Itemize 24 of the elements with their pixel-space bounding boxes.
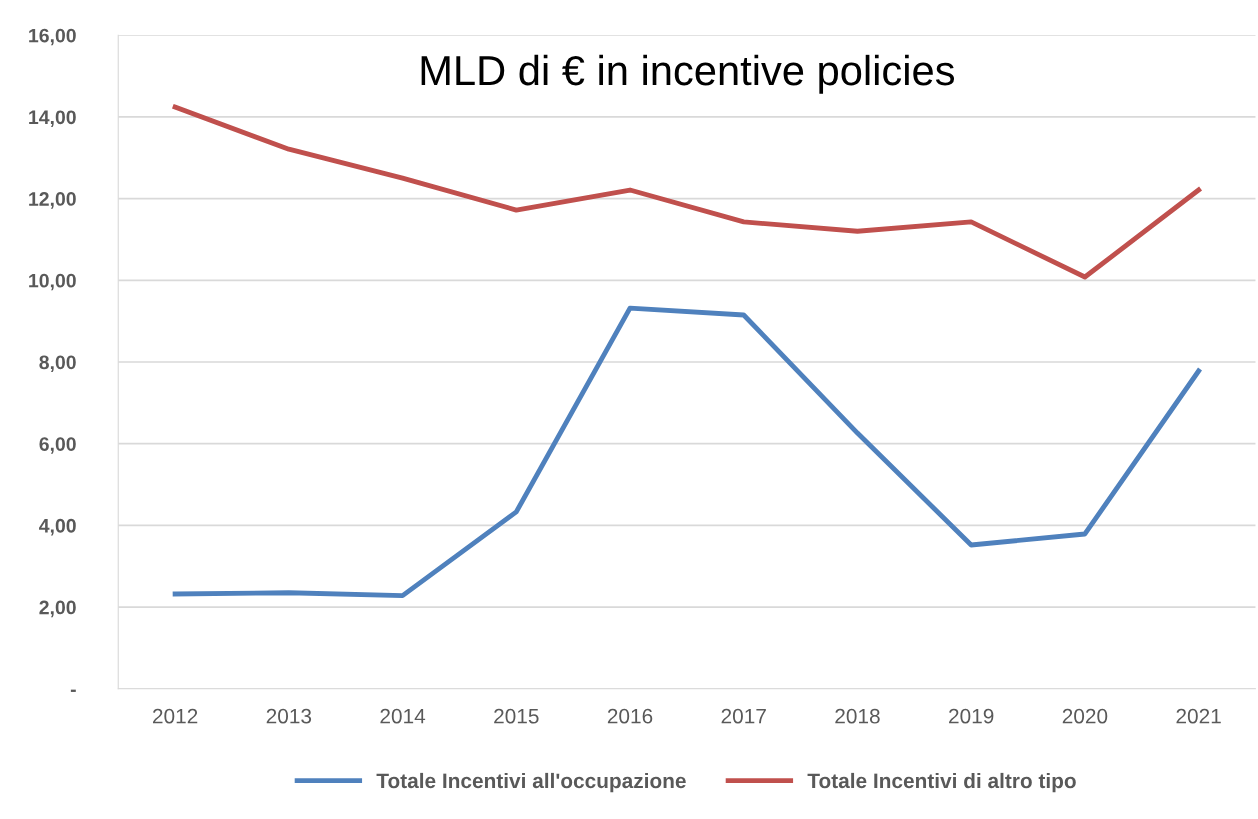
line-series: [172, 104, 1202, 280]
x-tick-label: 2013: [266, 708, 312, 724]
y-tick-label: 8,00: [39, 355, 76, 373]
x-tick-label: 2017: [721, 708, 766, 724]
y-tick-label: 14,00: [29, 110, 76, 127]
y-tick-label: 6,00: [39, 437, 76, 454]
y-tick-label: 16,00: [29, 28, 76, 46]
x-tick-label: 2016: [607, 708, 653, 724]
y-tick-label: 2,00: [39, 600, 76, 618]
x-tick-label: 2014: [380, 708, 426, 724]
legend-label: Totale Incentivi di altro tipo: [807, 772, 1076, 793]
x-tick-label: 2012: [152, 708, 198, 724]
y-tick-label: 4,00: [39, 518, 76, 536]
x-tick-label: 2015: [494, 708, 539, 724]
x-tick-label: 2020: [1062, 708, 1108, 724]
chart-title: MLD di € in incentive policies: [421, 54, 955, 94]
x-tick-label: 2021: [1176, 708, 1221, 724]
line-series: [172, 305, 1202, 599]
y-tick-label: 12,00: [29, 192, 76, 209]
x-tick-label: 2018: [835, 708, 880, 724]
y-tick-label: -: [70, 689, 76, 692]
y-tick-label: 10,00: [29, 273, 76, 291]
legend-label: Totale Incentivi all'occupazione: [376, 772, 686, 793]
x-tick-label: 2019: [949, 708, 994, 724]
